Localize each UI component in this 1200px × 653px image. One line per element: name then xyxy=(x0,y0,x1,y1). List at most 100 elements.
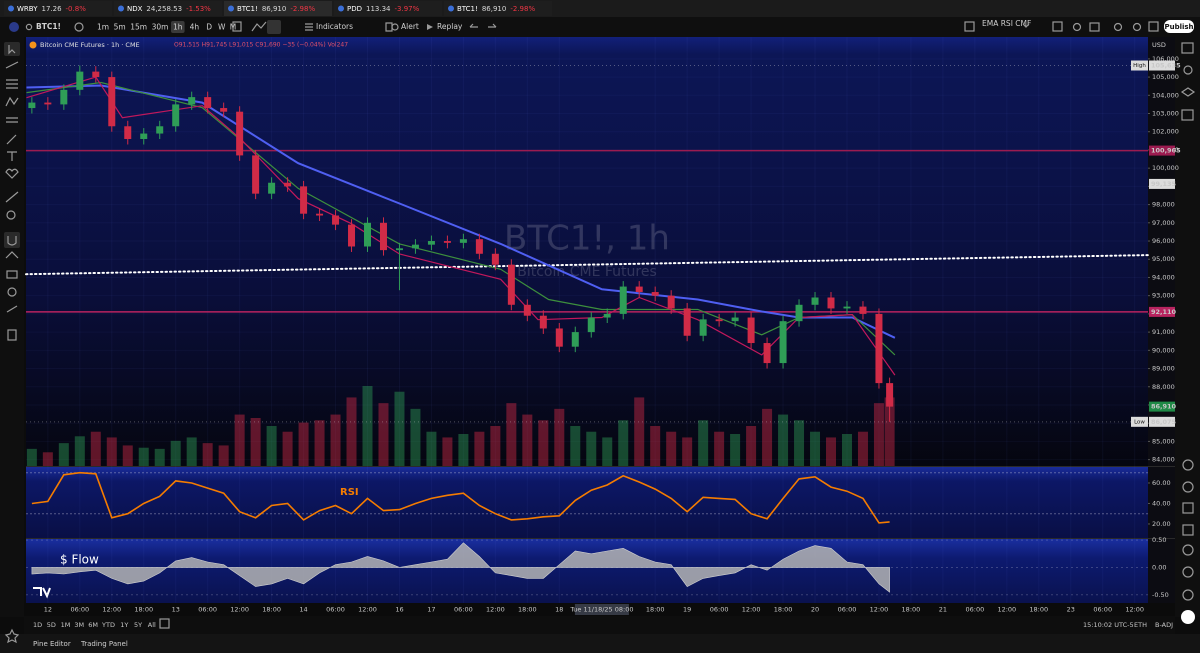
x-tick-label: 06:00 xyxy=(838,606,857,614)
volume-bar xyxy=(841,434,852,466)
panel-e[interactable] xyxy=(1182,544,1194,556)
volume-bar xyxy=(714,431,725,466)
avatar[interactable] xyxy=(9,22,19,32)
candle-body xyxy=(731,317,739,322)
gear-icon[interactable] xyxy=(1132,22,1142,32)
pattern-tool[interactable] xyxy=(5,96,19,107)
panel-a[interactable] xyxy=(1182,459,1194,471)
link-tool[interactable] xyxy=(6,305,18,313)
tab[interactable] xyxy=(444,1,552,16)
session[interactable]: ETH xyxy=(1134,621,1147,629)
candle-body xyxy=(667,295,675,309)
volume-bar xyxy=(234,414,245,466)
interval-button[interactable]: 5m xyxy=(114,23,126,32)
alerts-panel[interactable] xyxy=(1183,65,1193,75)
interval-button[interactable]: 4h xyxy=(190,23,200,32)
panel-d[interactable] xyxy=(1182,524,1194,536)
undo-icon[interactable] xyxy=(469,23,478,28)
panel-c[interactable] xyxy=(1182,502,1194,514)
line-icon[interactable] xyxy=(251,21,267,32)
ruler-tool[interactable] xyxy=(5,191,19,203)
tab[interactable] xyxy=(224,1,332,16)
volume-bar xyxy=(586,431,597,466)
lock-tool[interactable] xyxy=(6,270,18,279)
watchlist[interactable] xyxy=(1181,42,1194,54)
chart-type-icon[interactable] xyxy=(232,21,242,32)
compare-icon[interactable] xyxy=(74,22,84,32)
search-icon[interactable] xyxy=(25,23,33,31)
tab[interactable] xyxy=(4,1,112,16)
interval-button[interactable]: D xyxy=(206,23,212,32)
publish-button[interactable]: Publish xyxy=(1164,23,1193,31)
layers-panel[interactable] xyxy=(1180,87,1196,97)
tab-icon xyxy=(338,5,344,12)
chart-style-button[interactable] xyxy=(267,20,281,34)
projection-tool[interactable] xyxy=(6,117,18,123)
interval-button[interactable]: 1m xyxy=(97,23,109,32)
magnet-tool[interactable] xyxy=(7,236,17,246)
delete-tool[interactable] xyxy=(7,329,17,341)
cursor-tool-bg[interactable] xyxy=(4,42,20,56)
range-button[interactable]: 1Y xyxy=(120,621,128,629)
publish-button-bg[interactable] xyxy=(1164,20,1194,33)
news-panel[interactable] xyxy=(1181,109,1194,121)
fullscreen-icon[interactable] xyxy=(1052,21,1063,32)
range-button[interactable]: 1M xyxy=(61,621,71,629)
replay-button[interactable]: Replay xyxy=(437,22,463,31)
range-button[interactable]: 1D xyxy=(33,621,42,629)
layout-name[interactable]: EMA RSI CMF xyxy=(982,19,1031,28)
redo-icon[interactable] xyxy=(488,23,497,28)
template-icon[interactable] xyxy=(385,22,393,32)
flow-pane xyxy=(26,539,1148,603)
layout-icon[interactable] xyxy=(964,21,975,32)
icon-tool[interactable] xyxy=(5,168,19,179)
favorites[interactable] xyxy=(4,628,20,644)
volume-bar xyxy=(218,445,229,466)
tab[interactable] xyxy=(114,1,222,16)
range-button[interactable]: YTD xyxy=(101,621,115,629)
interval-button[interactable]: 30m xyxy=(152,23,169,32)
range-button[interactable]: 5Y xyxy=(134,621,142,629)
range-button[interactable]: All xyxy=(148,621,156,629)
layout-menu[interactable] xyxy=(1022,23,1030,28)
y-tick-label: 91,000 xyxy=(1152,328,1175,336)
pine-editor-tab[interactable]: Pine Editor xyxy=(33,640,71,648)
trend-line-tool[interactable] xyxy=(5,61,19,69)
price-tag-bg xyxy=(1131,60,1148,71)
hide-tool[interactable] xyxy=(7,287,17,297)
interval-button[interactable]: W xyxy=(218,23,226,32)
candle-body xyxy=(44,102,52,105)
alert-button[interactable]: Alert xyxy=(401,22,419,31)
interval-button[interactable]: 1h xyxy=(173,23,183,32)
text-tool[interactable] xyxy=(7,151,17,161)
clock-icon[interactable] xyxy=(1113,22,1123,32)
x-tick-label: 18:00 xyxy=(646,606,665,614)
range-button[interactable]: 5D xyxy=(47,621,56,629)
indicators-button[interactable]: Indicators xyxy=(316,22,353,31)
candle-body xyxy=(60,89,68,105)
range-button[interactable]: 3M xyxy=(74,621,84,629)
range-button[interactable]: 6M xyxy=(88,621,98,629)
candle-body xyxy=(395,248,403,251)
symbol-search[interactable]: BTC1! xyxy=(36,22,61,31)
candle-body xyxy=(886,383,894,407)
help-button[interactable] xyxy=(1181,610,1195,624)
drawing-mode[interactable] xyxy=(5,251,19,259)
panel-f[interactable] xyxy=(1182,566,1194,578)
date-range-icon[interactable] xyxy=(159,618,170,629)
tab[interactable] xyxy=(334,1,442,16)
settings-icon[interactable] xyxy=(1072,22,1082,32)
interval-button[interactable]: 15m xyxy=(130,23,147,32)
cursor-tool[interactable] xyxy=(8,45,16,55)
currency[interactable]: USD xyxy=(1152,41,1166,49)
fib-tool[interactable] xyxy=(6,79,18,89)
zoom-tool[interactable] xyxy=(6,210,16,220)
brush-tool[interactable] xyxy=(6,134,17,145)
snapshot-icon[interactable] xyxy=(1089,22,1100,32)
panel-g[interactable] xyxy=(1182,589,1194,601)
camera-icon[interactable] xyxy=(1148,21,1159,32)
trading-panel-tab[interactable]: Trading Panel xyxy=(80,640,128,648)
tab-symbol: NDX xyxy=(127,5,143,13)
adjustment[interactable]: B-ADJ xyxy=(1155,621,1173,629)
panel-b[interactable] xyxy=(1182,481,1194,493)
